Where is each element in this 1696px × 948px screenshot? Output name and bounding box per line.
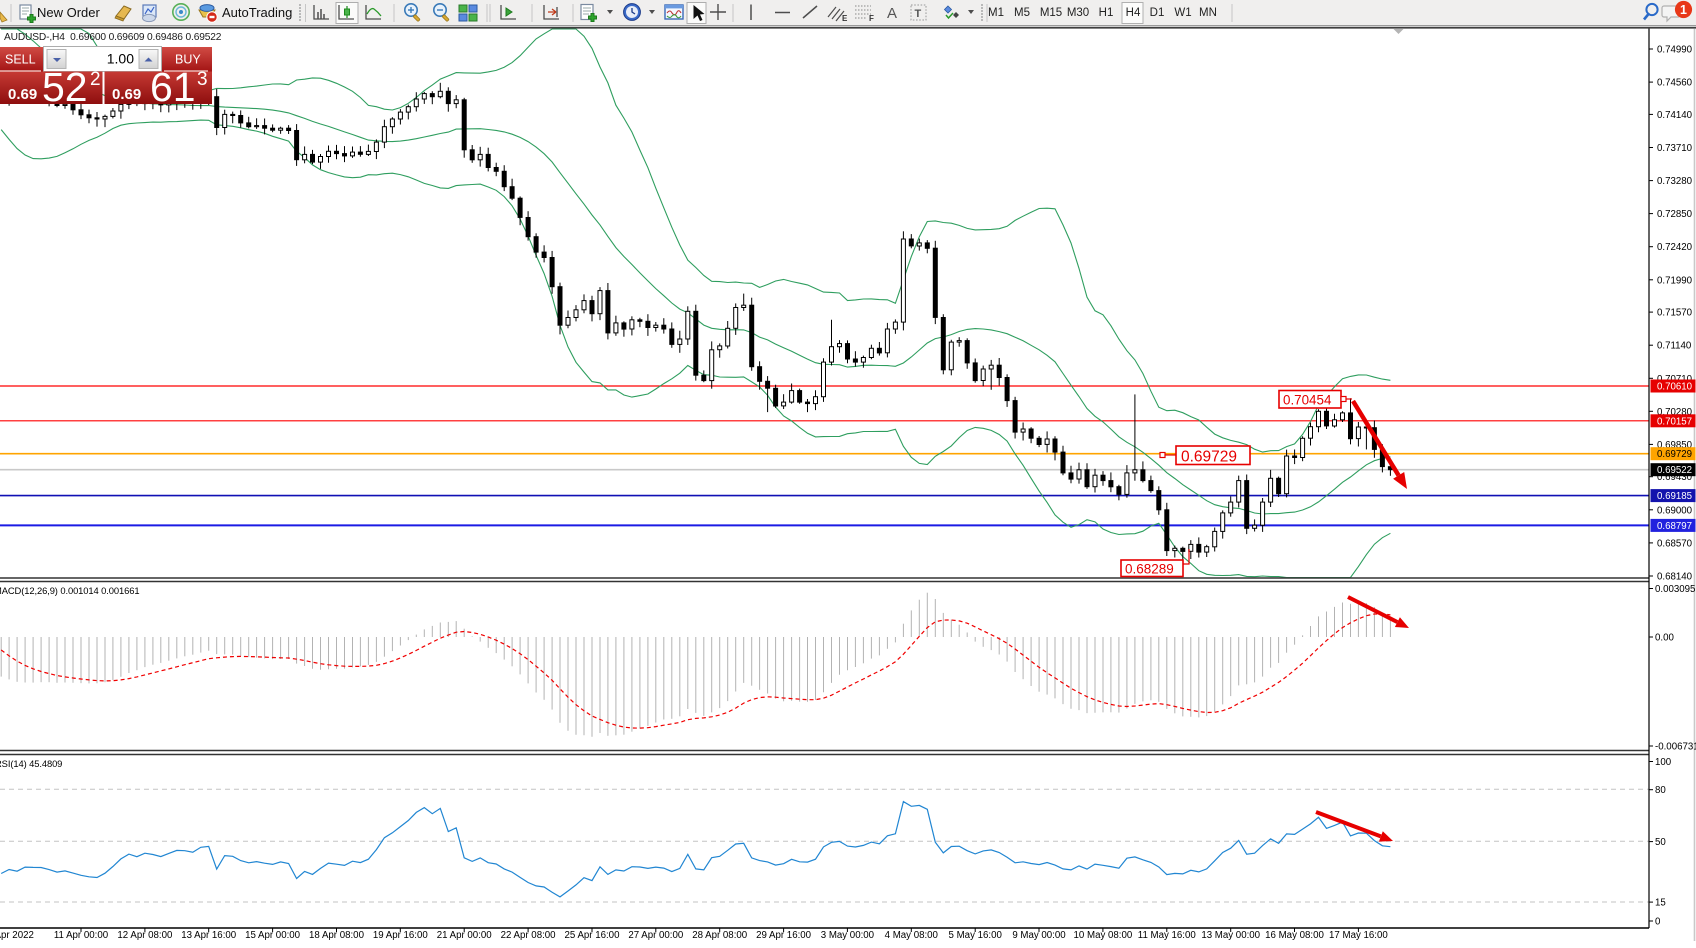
svg-text:0: 0 (1655, 917, 1661, 928)
svg-text:9 May 00:00: 9 May 00:00 (1012, 930, 1066, 941)
svg-text:M15: M15 (1040, 7, 1062, 19)
svg-text:15: 15 (1655, 898, 1666, 909)
svg-text:16 May 08:00: 16 May 08:00 (1265, 930, 1324, 941)
svg-text:0.71990: 0.71990 (1657, 275, 1693, 286)
svg-text:0.74560: 0.74560 (1657, 78, 1693, 89)
svg-text:W1: W1 (1174, 7, 1191, 19)
svg-text:0.70710: 0.70710 (1657, 374, 1693, 385)
svg-text:MN: MN (1199, 7, 1217, 19)
svg-text:H4: H4 (1126, 7, 1141, 19)
svg-text:4 May 08:00: 4 May 08:00 (885, 930, 939, 941)
svg-text:27 Apr 00:00: 27 Apr 00:00 (628, 930, 684, 941)
svg-text:15 Apr 00:00: 15 Apr 00:00 (245, 930, 301, 941)
svg-text:0.70454: 0.70454 (1283, 393, 1332, 408)
svg-text:13 May 00:00: 13 May 00:00 (1201, 930, 1260, 941)
svg-text:2: 2 (90, 69, 101, 90)
svg-text:0.69729: 0.69729 (1657, 449, 1692, 460)
svg-text:0.69430: 0.69430 (1657, 472, 1693, 483)
svg-text:17 May 16:00: 17 May 16:00 (1329, 930, 1388, 941)
svg-text:0.69: 0.69 (112, 86, 141, 103)
svg-text:21 Apr 00:00: 21 Apr 00:00 (437, 930, 493, 941)
svg-text:8 Apr 2022: 8 Apr 2022 (0, 930, 34, 941)
svg-text:0.69522: 0.69522 (1657, 465, 1692, 476)
svg-text:0.00: 0.00 (1655, 633, 1674, 644)
svg-text:29 Apr 16:00: 29 Apr 16:00 (756, 930, 812, 941)
svg-text:0.003095: 0.003095 (1655, 584, 1695, 595)
svg-text:AutoTrading: AutoTrading (222, 5, 292, 20)
svg-text:1: 1 (1680, 3, 1687, 17)
svg-text:0.74140: 0.74140 (1657, 110, 1693, 121)
svg-text:0.69185: 0.69185 (1657, 491, 1692, 502)
svg-text:SELL: SELL (5, 53, 36, 67)
svg-text:19 Apr 16:00: 19 Apr 16:00 (373, 930, 429, 941)
svg-text:M1: M1 (988, 7, 1004, 19)
svg-text:52: 52 (42, 64, 88, 110)
svg-text:0.70610: 0.70610 (1657, 382, 1693, 393)
svg-text:D1: D1 (1150, 7, 1165, 19)
svg-text:T: T (915, 8, 922, 20)
svg-text:0.69000: 0.69000 (1657, 505, 1693, 516)
svg-text:0.71570: 0.71570 (1657, 308, 1693, 319)
svg-text:11 May 16:00: 11 May 16:00 (1138, 930, 1197, 941)
svg-text:3 May 00:00: 3 May 00:00 (821, 930, 875, 941)
svg-text:0.72420: 0.72420 (1657, 242, 1693, 253)
svg-text:80: 80 (1655, 785, 1666, 796)
svg-text:0.69729: 0.69729 (1181, 449, 1237, 466)
svg-text:100: 100 (1655, 757, 1672, 768)
svg-text:3: 3 (197, 69, 208, 90)
svg-text:M5: M5 (1014, 7, 1030, 19)
svg-text:0.70280: 0.70280 (1657, 407, 1693, 418)
svg-text:BUY: BUY (175, 53, 201, 67)
svg-text:12 Apr 08:00: 12 Apr 08:00 (117, 930, 173, 941)
svg-text:0.68289: 0.68289 (1125, 562, 1174, 577)
svg-text:11 Apr 00:00: 11 Apr 00:00 (54, 930, 109, 941)
svg-text:0.69: 0.69 (8, 86, 37, 103)
svg-text:F: F (869, 14, 874, 23)
svg-text:0.73280: 0.73280 (1657, 176, 1693, 187)
svg-text:18 Apr 08:00: 18 Apr 08:00 (309, 930, 365, 941)
svg-text:0.74990: 0.74990 (1657, 45, 1693, 56)
svg-text:25 Apr 16:00: 25 Apr 16:00 (565, 930, 621, 941)
svg-text:RSI(14) 45.4809: RSI(14) 45.4809 (0, 758, 62, 769)
svg-text:10 May 08:00: 10 May 08:00 (1074, 930, 1133, 941)
svg-text:E: E (842, 14, 848, 23)
svg-text:0.69850: 0.69850 (1657, 440, 1693, 451)
svg-text:61: 61 (150, 64, 196, 110)
svg-text:0.68140: 0.68140 (1657, 572, 1693, 583)
svg-text:0.70157: 0.70157 (1657, 416, 1692, 427)
svg-text:28 Apr 08:00: 28 Apr 08:00 (692, 930, 748, 941)
svg-text:M30: M30 (1067, 7, 1089, 19)
svg-text:H1: H1 (1099, 7, 1114, 19)
svg-text:0.68797: 0.68797 (1657, 521, 1692, 532)
svg-text:0.72850: 0.72850 (1657, 209, 1693, 220)
svg-text:0.71140: 0.71140 (1657, 341, 1692, 352)
svg-text:New Order: New Order (37, 5, 101, 20)
svg-text:13 Apr 16:00: 13 Apr 16:00 (181, 930, 237, 941)
svg-text:AUDUSD-,H4 0.69600 0.69609 0.: AUDUSD-,H4 0.69600 0.69609 0.69486 0.695… (4, 32, 222, 43)
svg-text:-0.006731: -0.006731 (1655, 742, 1696, 753)
svg-text:50: 50 (1655, 837, 1666, 848)
svg-text:0.68570: 0.68570 (1657, 538, 1693, 549)
svg-text:MACD(12,26,9) 0.001014 0.00166: MACD(12,26,9) 0.001014 0.001661 (0, 585, 139, 596)
svg-text:22 Apr 08:00: 22 Apr 08:00 (501, 930, 557, 941)
svg-text:5 May 16:00: 5 May 16:00 (949, 930, 1003, 941)
svg-text:0.73710: 0.73710 (1657, 143, 1693, 154)
svg-text:1.00: 1.00 (107, 51, 134, 67)
svg-text:A: A (887, 5, 897, 22)
